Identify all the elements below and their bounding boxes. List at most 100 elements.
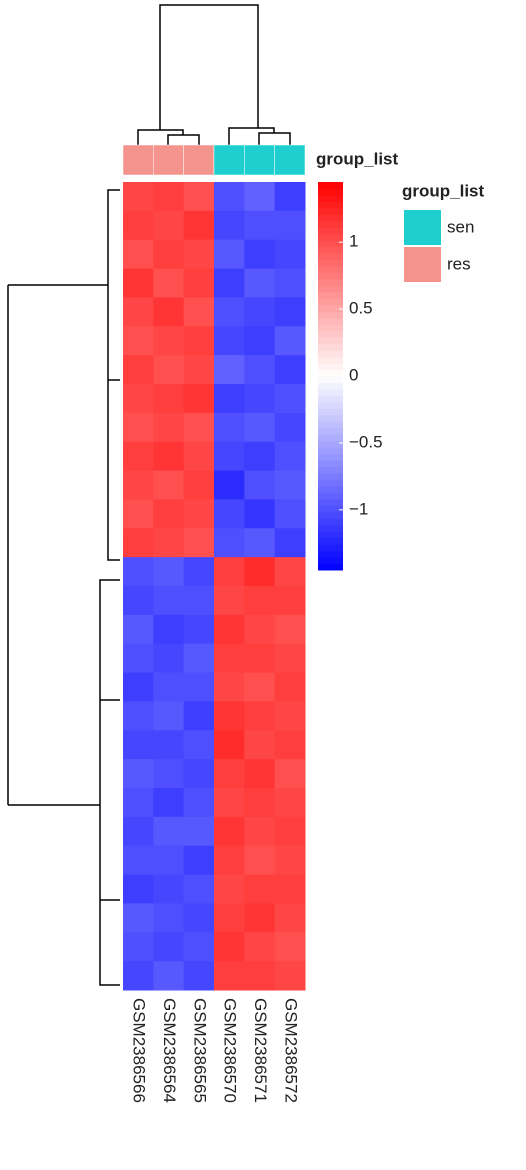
column-dendrogram	[137, 4, 291, 145]
heatmap-cell	[183, 412, 215, 443]
heatmap-cell	[244, 441, 276, 472]
heatmap-cell	[183, 355, 215, 385]
heatmap-cell	[214, 355, 245, 385]
colorbar-step	[318, 563, 343, 571]
heatmap-cell	[183, 788, 215, 818]
heatmap-cell	[123, 586, 154, 616]
heatmap-cell	[274, 903, 306, 933]
heatmap-cell	[214, 730, 245, 760]
colorbar-tick-label: −1	[349, 499, 368, 518]
colorbar-step	[318, 440, 343, 448]
heatmap-cell	[274, 932, 306, 962]
heatmap-cell	[123, 932, 154, 962]
heatmap-cell	[183, 268, 215, 298]
colorbar-step	[318, 434, 343, 442]
heatmap-cell	[274, 845, 306, 876]
heatmap-cell	[153, 268, 185, 298]
heatmap-cell	[214, 932, 245, 962]
heatmap-cell	[214, 816, 245, 847]
heatmap-cell	[153, 499, 185, 529]
colorbar-step	[318, 401, 343, 409]
colorbar-step	[318, 246, 343, 254]
heatmap-cell	[274, 788, 306, 818]
heatmap-cell	[244, 672, 276, 702]
heatmap-cell	[244, 528, 276, 558]
heatmap-cell	[183, 528, 215, 558]
heatmap-cell	[123, 384, 154, 414]
heatmap-cell	[153, 816, 185, 847]
heatmap-cell	[123, 961, 154, 991]
colorbar-step	[318, 285, 343, 293]
heatmap-cell	[274, 730, 306, 760]
colorbar-step	[318, 479, 343, 487]
colorbar-step	[318, 395, 343, 403]
heatmap-cell	[153, 701, 185, 731]
heatmap-cell	[214, 643, 245, 674]
colorbar-tick-label: 0.5	[349, 299, 373, 318]
colorbar-step	[318, 414, 343, 422]
heatmap-cell	[244, 355, 276, 385]
colorbar-step	[318, 201, 343, 209]
heatmap-cell	[123, 239, 154, 270]
annotation-cell	[244, 144, 275, 176]
heatmap-cell	[244, 788, 276, 818]
annotation-label: group_list	[316, 149, 399, 168]
heatmap-cell	[244, 932, 276, 962]
heatmap-cell	[183, 730, 215, 760]
heatmap-cell	[214, 297, 245, 327]
heatmap-cell	[244, 643, 276, 674]
heatmap-cell	[244, 961, 276, 991]
heatmap-cell	[123, 412, 154, 443]
colorbar-step	[318, 330, 343, 338]
colorbar-step	[318, 317, 343, 325]
colorbar-step	[318, 356, 343, 364]
colorbar-step	[318, 511, 343, 519]
colorbar-step	[318, 408, 343, 416]
colorbar-step	[318, 363, 343, 371]
heatmap-cell	[153, 210, 185, 241]
heatmap-cell	[274, 239, 306, 270]
annotation-cell	[274, 144, 306, 176]
colorbar-step	[318, 240, 343, 248]
legend-swatch	[404, 210, 441, 245]
colorbar-step	[318, 447, 343, 455]
colorbar-step	[318, 376, 343, 383]
colorbar-step	[318, 524, 343, 532]
heatmap-cell	[123, 297, 154, 327]
heatmap-cell	[214, 326, 245, 356]
colorbar-step	[318, 304, 343, 312]
heatmap-cell	[244, 297, 276, 327]
heatmap-cell	[244, 614, 276, 645]
heatmap-cell	[123, 845, 154, 876]
colorbar-step	[318, 544, 343, 552]
heatmap-cell	[153, 932, 185, 962]
colorbar-step	[318, 557, 343, 565]
heatmap-cell	[153, 788, 185, 818]
heatmap-cell	[123, 903, 154, 933]
heatmap-cell	[153, 614, 185, 645]
colorbar-step	[318, 466, 343, 474]
colorbar-step	[318, 453, 343, 461]
colorbar-step	[318, 531, 343, 539]
heatmap-cell	[214, 384, 245, 414]
heatmap-cell	[123, 557, 154, 587]
heatmap-cell	[123, 470, 154, 500]
heatmap-cell	[183, 210, 215, 241]
heatmap-cell	[153, 845, 185, 876]
heatmap-cell	[153, 384, 185, 414]
colorbar-step	[318, 259, 343, 267]
column-label: GSM2386565	[190, 998, 209, 1103]
heatmap-cell	[153, 470, 185, 500]
heatmap-cell	[153, 643, 185, 674]
colorbar-step	[318, 388, 343, 396]
colorbar-step	[318, 337, 343, 345]
heatmap-cell	[214, 845, 245, 876]
heatmap-cell	[274, 326, 306, 356]
heatmap-cell	[153, 528, 185, 558]
heatmap-cell	[214, 672, 245, 702]
column-label: GSM2386564	[160, 998, 179, 1103]
heatmap-cell	[183, 874, 215, 904]
colorbar-step	[318, 233, 343, 241]
heatmap-cell	[153, 961, 185, 991]
colorbar-step	[318, 518, 343, 526]
